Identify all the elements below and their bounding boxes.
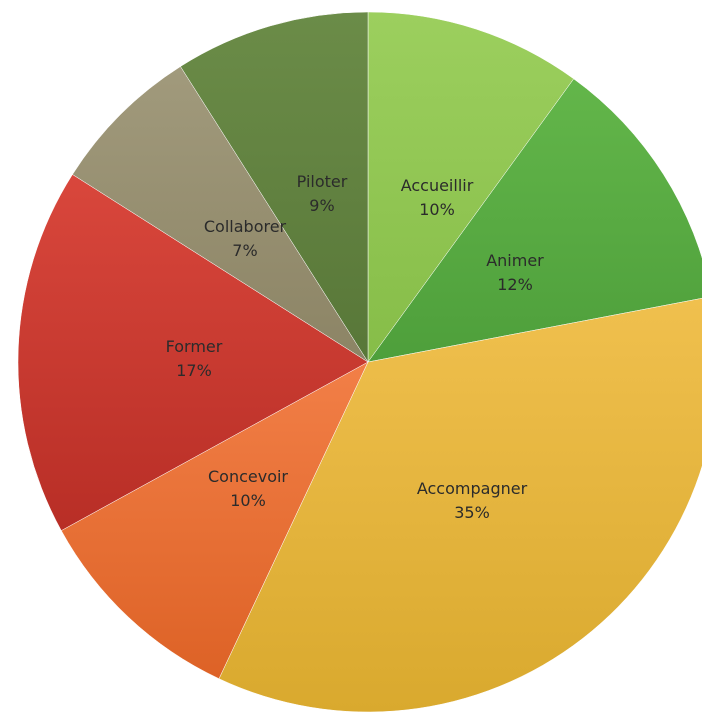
slice-percent-accueillir: 10% <box>419 200 455 219</box>
slice-percent-former: 17% <box>176 361 212 380</box>
slice-percent-concevoir: 10% <box>230 491 266 510</box>
slice-label-accueillir: Accueillir <box>401 176 474 195</box>
slice-label-piloter: Piloter <box>297 172 348 191</box>
slice-animer <box>367 78 702 363</box>
slice-label-concevoir: Concevoir <box>208 467 288 486</box>
slice-collaborer <box>72 66 369 363</box>
slice-label-former: Former <box>166 337 223 356</box>
slice-accompagner <box>218 298 702 712</box>
slice-concevoir <box>60 361 369 680</box>
slice-label-collaborer: Collaborer <box>204 217 287 236</box>
slice-percent-piloter: 9% <box>309 196 334 215</box>
slice-percent-animer: 12% <box>497 275 533 294</box>
slice-accueillir <box>367 11 575 363</box>
pie-slices <box>17 11 702 712</box>
slice-piloter <box>180 11 369 363</box>
slice-percent-accompagner: 35% <box>454 503 490 522</box>
slice-percent-collaborer: 7% <box>232 241 257 260</box>
slice-former <box>17 174 369 531</box>
slice-label-animer: Animer <box>486 251 544 270</box>
slice-label-accompagner: Accompagner <box>417 479 528 498</box>
pie-labels: Accueillir 10% Animer 12% Accompagner 35% Conc… <box>166 172 545 522</box>
